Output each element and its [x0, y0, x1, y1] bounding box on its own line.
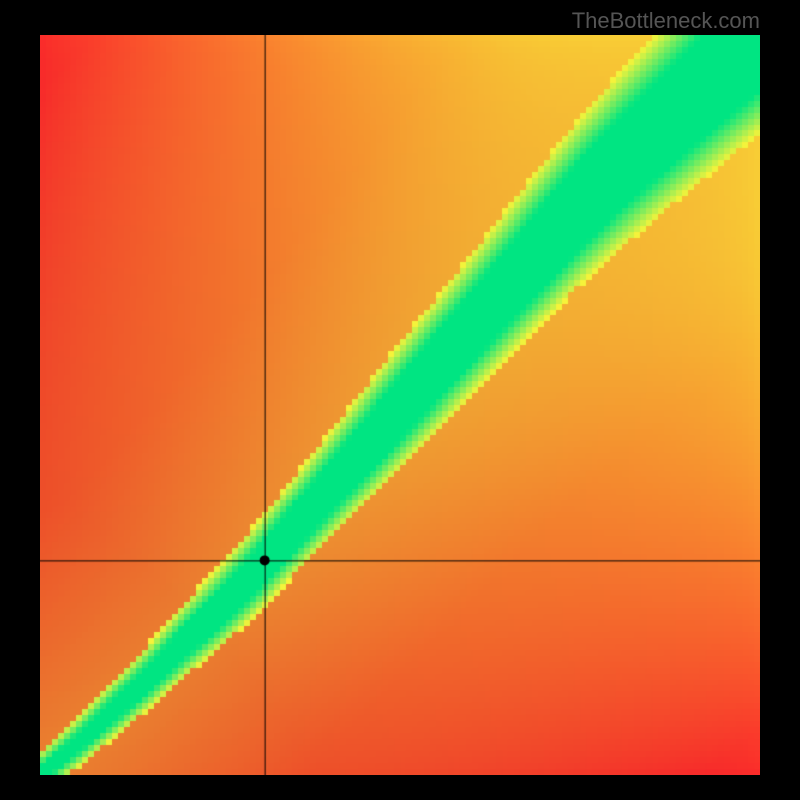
chart-container: TheBottleneck.com — [0, 0, 800, 800]
heatmap-plot — [40, 35, 760, 775]
heatmap-canvas — [40, 35, 760, 775]
watermark-text: TheBottleneck.com — [572, 8, 760, 34]
